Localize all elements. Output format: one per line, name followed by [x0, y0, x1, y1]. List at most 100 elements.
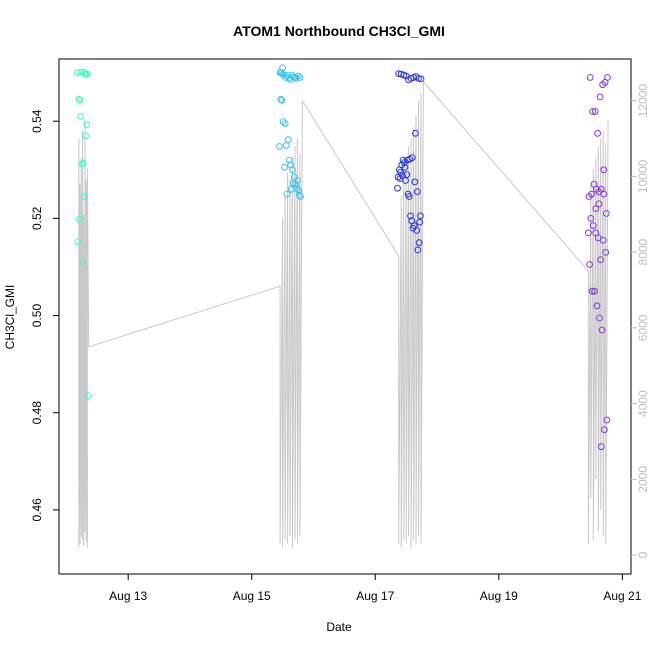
- data-point: [80, 193, 88, 200]
- data-point: [600, 166, 608, 174]
- data-point: [296, 74, 304, 81]
- data-point: [417, 75, 425, 83]
- data-point: [279, 64, 287, 72]
- x-axis-label: Date: [326, 620, 352, 634]
- data-point: [282, 142, 290, 149]
- y2-tick-label: 0: [636, 551, 650, 558]
- data-point: [283, 190, 291, 198]
- data-point: [599, 236, 607, 244]
- y-axis: 0.46 0.48 0.50 0.52 0.54: [30, 109, 59, 522]
- data-point: [279, 118, 287, 126]
- data-point: [596, 93, 604, 101]
- data-point: [289, 166, 296, 174]
- data-point: [297, 193, 304, 200]
- points-layer: [74, 64, 611, 451]
- data-point: [295, 186, 303, 194]
- x-tick-label: Aug 15: [233, 589, 271, 603]
- data-point: [413, 188, 421, 196]
- data-point: [602, 249, 610, 256]
- data-point: [594, 129, 601, 137]
- data-point: [284, 136, 292, 144]
- data-point: [287, 185, 295, 193]
- data-point: [84, 392, 92, 400]
- y-tick-label: 0.46: [30, 498, 44, 522]
- x-axis: Aug 13 Aug 15 Aug 17 Aug 19 Aug 21: [109, 574, 642, 603]
- data-point: [397, 168, 405, 176]
- data-point: [597, 256, 605, 264]
- data-point: [286, 156, 293, 164]
- data-point: [278, 96, 286, 104]
- data-point: [415, 75, 422, 82]
- data-point: [282, 74, 290, 81]
- data-point: [588, 287, 596, 295]
- data-point: [585, 229, 592, 237]
- x-tick-label: Aug 17: [356, 589, 394, 603]
- y-tick-label: 0.54: [30, 109, 44, 133]
- data-point: [415, 239, 423, 247]
- y2-axis-altitude: 0 2000 4000 6000 8000 10000 12000: [631, 84, 650, 558]
- data-point: [294, 177, 301, 184]
- x-tick-label: Aug 13: [109, 589, 147, 603]
- y2-tick-label: 4000: [636, 390, 650, 417]
- data-point: [394, 184, 401, 192]
- data-point: [295, 191, 303, 199]
- data-point: [589, 222, 597, 230]
- data-point: [592, 205, 600, 213]
- altitude-layer: [78, 80, 609, 548]
- data-point: [588, 190, 595, 198]
- data-point: [402, 177, 409, 184]
- x-tick-label: Aug 19: [480, 589, 518, 603]
- data-point: [593, 302, 601, 310]
- data-point: [416, 218, 424, 226]
- data-point: [76, 215, 83, 223]
- data-point: [597, 443, 605, 451]
- data-point: [277, 95, 285, 103]
- data-point: [596, 314, 603, 322]
- y-tick-label: 0.52: [30, 206, 44, 230]
- y-tick-label: 0.50: [30, 304, 44, 328]
- data-point: [399, 172, 406, 180]
- data-point: [603, 416, 611, 424]
- plot-frame: [58, 58, 632, 575]
- data-point: [595, 200, 603, 208]
- data-point: [407, 212, 414, 220]
- data-point: [76, 96, 84, 104]
- data-point: [294, 72, 302, 80]
- data-point: [586, 74, 594, 81]
- data-point: [78, 160, 86, 168]
- data-point: [79, 159, 87, 167]
- data-point: [75, 95, 83, 103]
- data-point: [601, 426, 608, 434]
- y2-tick-label: 12000: [636, 84, 650, 118]
- data-point: [417, 212, 424, 220]
- data-point: [281, 163, 288, 171]
- data-point: [408, 154, 416, 162]
- data-point: [83, 121, 91, 128]
- data-point: [411, 178, 419, 186]
- data-point: [602, 210, 610, 217]
- data-point: [589, 108, 597, 115]
- data-point: [291, 74, 299, 81]
- altitude-line: [78, 80, 609, 548]
- data-point: [586, 261, 593, 268]
- x-tick-label: Aug 21: [603, 589, 641, 603]
- y2-tick-label: 8000: [636, 238, 650, 265]
- data-point: [587, 215, 595, 222]
- data-point: [591, 287, 598, 295]
- y2-tick-label: 2000: [636, 466, 650, 493]
- data-point: [79, 258, 86, 266]
- data-point: [77, 112, 84, 120]
- y2-tick-label: 10000: [636, 159, 650, 193]
- data-point: [84, 70, 91, 78]
- data-point: [600, 190, 608, 198]
- data-point: [74, 238, 82, 246]
- data-point: [82, 132, 89, 140]
- y-axis-label: CH3Cl_GMI: [3, 285, 17, 350]
- data-point: [604, 74, 611, 81]
- chart-title: ATOM1 Northbound CH3Cl_GMI: [233, 23, 445, 39]
- y-tick-label: 0.48: [30, 401, 44, 425]
- data-point: [399, 156, 407, 164]
- data-point: [598, 326, 606, 334]
- data-point: [404, 190, 412, 198]
